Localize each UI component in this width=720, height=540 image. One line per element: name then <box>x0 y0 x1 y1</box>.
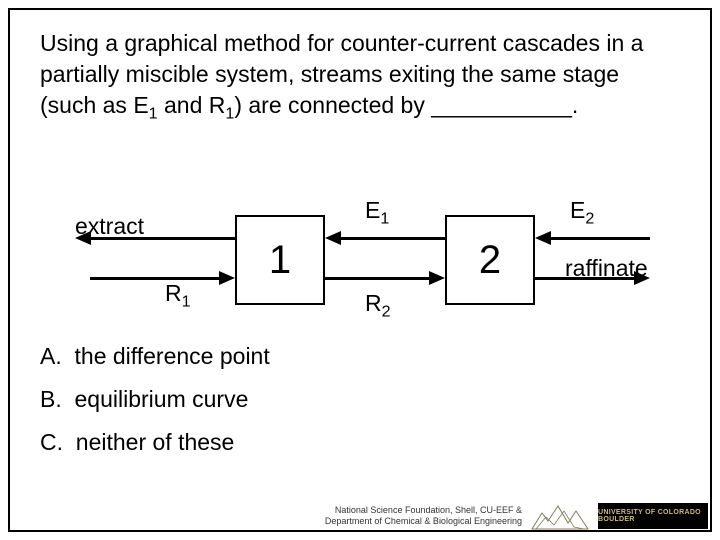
diagram-label-E2: E2 <box>570 197 594 229</box>
question-text: Using a graphical method for counter-cur… <box>40 28 680 125</box>
arrow-e2-in <box>551 237 650 240</box>
arrow-head-e2-in <box>535 231 551 245</box>
footer-attribution: National Science Foundation, Shell, CU-E… <box>325 505 522 527</box>
diagram-label-E1: E1 <box>365 197 389 229</box>
answer-list: A. the difference point B. equilibrium c… <box>40 345 270 474</box>
cascade-diagram: 1 2 extract R1 E1 R2 E2 raffinate <box>60 195 660 325</box>
arrow-e1-mid <box>341 237 445 240</box>
diagram-label-extract: extract <box>75 213 144 240</box>
diagram-label-raffinate: raffinate <box>565 255 648 282</box>
answer-c: C. neither of these <box>40 431 270 454</box>
stage-box-stage2: 2 <box>445 215 535 305</box>
cu-boulder-logo: UNIVERSITY OF COLORADO BOULDER <box>598 503 708 529</box>
answer-a: A. the difference point <box>40 345 270 368</box>
answer-b: B. equilibrium curve <box>40 388 270 411</box>
arrow-head-r1-in <box>219 271 235 285</box>
diagram-label-R2: R2 <box>365 290 391 322</box>
arrow-head-e1-mid <box>325 231 341 245</box>
stage-box-stage1: 1 <box>235 215 325 305</box>
mountain-logo-icon <box>530 501 590 531</box>
footer: National Science Foundation, Shell, CU-E… <box>0 498 708 534</box>
arrow-head-r2-mid <box>429 271 445 285</box>
arrow-r2-mid <box>325 277 429 280</box>
diagram-label-R1: R1 <box>165 280 191 312</box>
arrow-r1-in <box>90 277 219 280</box>
